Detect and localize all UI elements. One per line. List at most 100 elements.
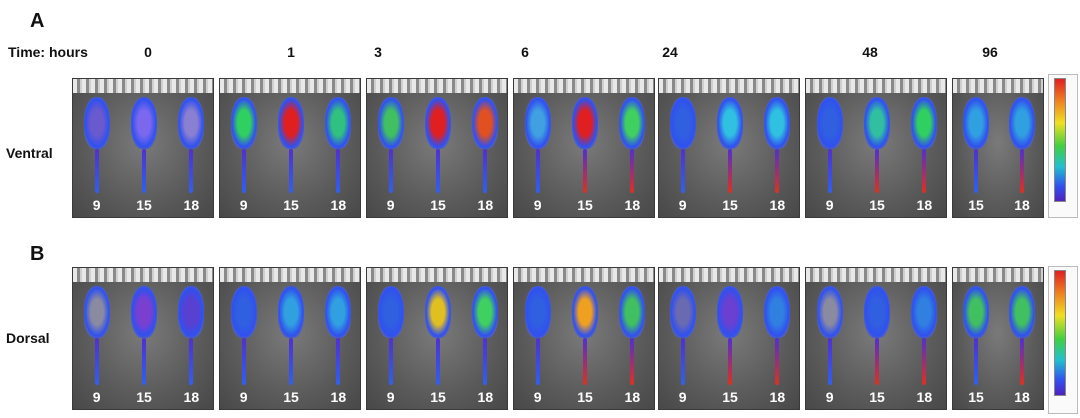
mouse-tail (875, 149, 879, 193)
image-panel-ventral-1h: 9 15 18 (219, 78, 361, 218)
time-header-48: 48 (862, 44, 878, 60)
mouse-18 (325, 286, 352, 389)
mouse-id-label: 15 (136, 197, 152, 213)
time-header-6: 6 (521, 44, 529, 60)
mouse-18 (325, 97, 352, 197)
mouse-tail (483, 338, 488, 385)
mouse-18 (619, 286, 646, 389)
mouse-15 (425, 286, 451, 389)
mouse-tail (630, 149, 635, 193)
mouse-tail (583, 338, 587, 385)
mouse-body-signal (83, 286, 110, 338)
mouse-id-label: 9 (533, 197, 542, 213)
image-panel-dorsal-1h: 9 15 18 (219, 267, 361, 410)
mouse-body-signal (963, 97, 989, 149)
rack-strip (514, 79, 654, 93)
mouse-15 (963, 286, 989, 389)
mouse-tail (875, 338, 879, 385)
mouse-tail (189, 149, 194, 193)
image-panel-dorsal-0h: 9 15 18 (72, 267, 214, 410)
mouse-body-signal (524, 286, 551, 338)
mouse-tail (728, 149, 732, 193)
mouse-tail (680, 338, 685, 385)
mouse-id-label: 18 (624, 389, 641, 405)
mouse-id-label: 15 (430, 389, 446, 405)
mouse-tail (728, 338, 732, 385)
mouse-body-signal (278, 97, 304, 149)
mouse-body-signal (911, 286, 938, 338)
image-panel-dorsal-6h: 9 15 18 (513, 267, 655, 410)
mouse-id-label: 9 (678, 389, 687, 405)
mouse-body-signal (1009, 97, 1035, 149)
time-header-1: 1 (287, 44, 295, 60)
mouse-id-label: 9 (825, 389, 834, 405)
mouse-15 (131, 286, 157, 389)
mouse-15 (717, 286, 743, 389)
mouse-id-label: 9 (92, 197, 101, 213)
mouse-body-signal (425, 286, 451, 338)
mouse-body-signal (764, 286, 791, 338)
mouse-tail (1020, 149, 1024, 193)
mouse-tail (436, 149, 440, 193)
mouse-18 (178, 286, 205, 389)
mouse-id-label: 18 (916, 197, 933, 213)
mouse-tail (827, 338, 832, 385)
mouse-body-signal (717, 97, 743, 149)
image-panel-dorsal-96h: 15 18 (952, 267, 1044, 410)
image-panel-dorsal-3h: 9 15 18 (366, 267, 508, 410)
mouse-tail (922, 149, 927, 193)
mouse-9 (669, 97, 696, 197)
panel-label-b: B (30, 243, 45, 265)
mouse-tail (1020, 338, 1024, 385)
mouse-body-signal (178, 286, 205, 338)
image-panel-dorsal-24h: 9 15 18 (658, 267, 800, 410)
mouse-tail (94, 338, 99, 385)
mouse-id-label: 9 (825, 197, 834, 213)
mouse-id-label: 9 (386, 197, 395, 213)
mouse-tail (142, 149, 146, 193)
mouse-tail (922, 338, 927, 385)
mouse-id-label: 18 (916, 389, 933, 405)
mouse-18 (472, 97, 499, 197)
mouse-body-signal (619, 286, 646, 338)
mouse-body-signal (669, 97, 696, 149)
mouse-id-label: 9 (92, 389, 101, 405)
mouse-id-label: 18 (330, 197, 347, 213)
mouse-id-label: 18 (1014, 197, 1030, 213)
rack-strip (953, 79, 1043, 93)
image-panel-ventral-48h: 9 15 18 (805, 78, 947, 218)
mouse-body-signal (472, 286, 499, 338)
mouse-tail (241, 149, 246, 193)
mouse-body-signal (230, 286, 257, 338)
mouse-tail (535, 149, 540, 193)
mouse-15 (864, 286, 890, 389)
mouse-9 (816, 97, 843, 197)
mouse-id-label: 18 (477, 389, 494, 405)
rack-strip (220, 268, 360, 282)
mouse-body-signal (325, 97, 352, 149)
mouse-tail (336, 338, 341, 385)
mouse-id-label: 9 (533, 389, 542, 405)
mouse-9 (377, 97, 404, 197)
mouse-9 (816, 286, 843, 389)
mouse-body-signal (131, 286, 157, 338)
mouse-tail (827, 149, 832, 193)
mouse-id-label: 15 (869, 389, 885, 405)
rack-strip (367, 268, 507, 282)
mouse-id-label: 9 (386, 389, 395, 405)
mouse-id-label: 15 (869, 197, 885, 213)
mouse-tail (336, 149, 341, 193)
mouse-body-signal (619, 97, 646, 149)
mouse-body-signal (864, 97, 890, 149)
mouse-18 (1009, 286, 1035, 389)
mouse-15 (864, 97, 890, 197)
mouse-15 (425, 97, 451, 197)
mouse-9 (83, 97, 110, 197)
colorscale-bar-dorsal (1054, 270, 1066, 396)
row-label-dorsal: Dorsal (6, 330, 50, 346)
mouse-18 (619, 97, 646, 197)
rack-strip (514, 268, 654, 282)
mouse-15 (278, 286, 304, 389)
mouse-tail (94, 149, 99, 193)
mouse-id-label: 15 (283, 197, 299, 213)
